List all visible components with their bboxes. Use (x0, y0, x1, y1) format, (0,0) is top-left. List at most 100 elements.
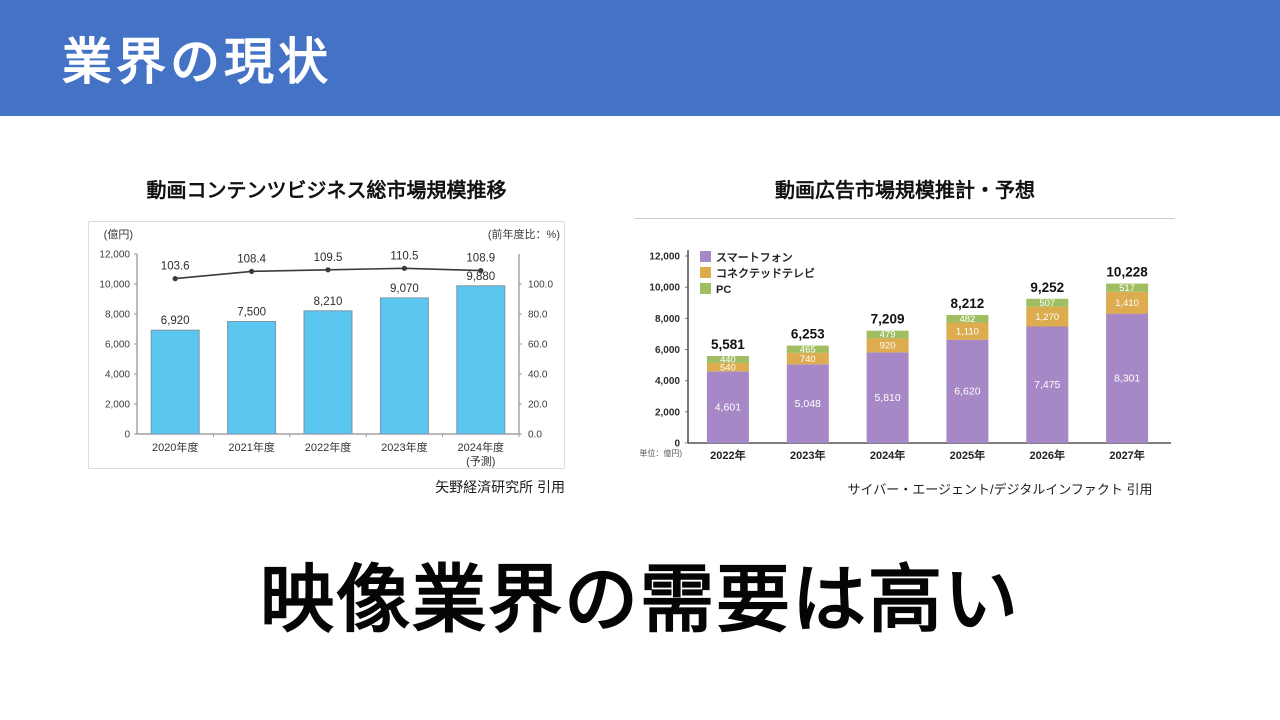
total-value-label: 5,581 (711, 337, 745, 352)
right-axis-tick: 80.0 (528, 310, 548, 321)
left-axis-tick: 0 (124, 430, 130, 441)
segment-value-label: 1,110 (956, 326, 979, 337)
left-axis-tick: 6,000 (105, 340, 130, 351)
y-axis-tick: 6,000 (655, 345, 680, 356)
legend-label: コネクテッドテレビ (716, 266, 815, 280)
bar-segment (1026, 306, 1069, 327)
y-axis-tick: 10,000 (649, 283, 680, 294)
segment-value-label: 507 (1039, 298, 1055, 309)
bar-value-label: 8,210 (314, 296, 343, 308)
segment-value-label: 5,048 (795, 398, 821, 410)
legend-swatch (700, 267, 711, 278)
unit-label: (単位：億円) (640, 448, 682, 458)
bar-series: 6,920 2020年度 7,500 2021年度 8,210 2022年度 9,070 20… (150, 271, 520, 468)
x-axis-label: 2025年 (950, 448, 985, 462)
line-value-label: 110.5 (390, 250, 418, 262)
segment-value-label: 6,620 (954, 386, 980, 398)
left-axis-tick: 8,000 (105, 310, 130, 321)
left-axis-tick: 2,000 (105, 400, 130, 411)
slide-header: 業界の現状 (0, 0, 1280, 116)
segment-value-label: 8,301 (1114, 373, 1140, 385)
x-axis-label: 2022年 (710, 448, 745, 462)
right-axis-tick: 60.0 (528, 340, 548, 351)
bar-segment (786, 364, 829, 443)
left-axis-tick: 12,000 (99, 250, 130, 261)
bar-value-label: 7,500 (237, 307, 266, 319)
x-axis-label: 2024年 (870, 448, 905, 462)
segment-value-label: 5,810 (874, 392, 900, 404)
right-chart-title: 動画広告市場規模推計・予想 (775, 180, 1035, 202)
segment-value-label: 7,475 (1034, 379, 1060, 391)
x-axis-note: (予測) (466, 454, 495, 468)
bar (227, 321, 277, 435)
segment-value-label: 1,270 (1035, 312, 1059, 323)
bar-segment (866, 352, 909, 443)
segment-value-label: 482 (959, 314, 975, 325)
bar-segment (706, 356, 749, 363)
line-marker (249, 268, 255, 274)
bar (303, 310, 353, 435)
right-chart-canvas: 12,000 10,000 8,000 6,000 4,000 2,000 0(単位：億円)… (640, 250, 1171, 462)
segment-value-label: 540 (720, 362, 736, 373)
segment-value-label: 517 (1119, 283, 1135, 294)
legend-label: PC (716, 284, 731, 296)
bar-segment (786, 345, 829, 353)
bar-segment (946, 339, 989, 443)
bar-segment (786, 352, 829, 365)
left-chart-source: 矢野経済研究所 引用 (435, 479, 565, 495)
bar (456, 285, 506, 435)
x-axis-label: 2024年度 (458, 440, 504, 454)
right-axis-tick: 100.0 (528, 280, 553, 291)
page-title: 業界の現状 (62, 34, 332, 90)
line-series: 103.6 108.4 109.5 110.5 108.9 (161, 250, 495, 282)
total-value-label: 10,228 (1106, 265, 1148, 280)
left-chart-canvas: (億円) (前年度比：%) 12,000 10,000 8,000 6,000 4,000 2… (99, 227, 560, 468)
left-axis-tick: 4,000 (105, 370, 130, 381)
right-chart-source: サイバー・エージェント/デジタルインファクト 引用 (847, 482, 1153, 497)
x-axis-label: 2027年 (1109, 448, 1144, 462)
bar-value-label: 9,070 (390, 283, 419, 295)
total-value-label: 9,252 (1030, 280, 1064, 295)
x-axis-label: 2026年 (1030, 448, 1065, 462)
right-chart-divider (635, 218, 1175, 219)
x-axis-label: 2021年度 (228, 440, 274, 454)
bar-segment (866, 330, 909, 339)
y-axis-tick: 8,000 (655, 314, 680, 325)
bar-segment (866, 338, 909, 353)
line-marker (325, 267, 331, 273)
right-axis-tick: 20.0 (528, 400, 548, 411)
x-axis-label: 2020年度 (152, 440, 198, 454)
line-marker (172, 276, 178, 282)
right-axis-tick: 40.0 (528, 370, 548, 381)
bar-segment (1106, 313, 1149, 443)
bar-value-label: 6,920 (161, 315, 190, 327)
right-axis-tick: 0.0 (528, 430, 542, 441)
bar-segment (706, 362, 749, 372)
y-axis-tick: 2,000 (655, 407, 680, 418)
segment-value-label: 465 (800, 344, 816, 355)
x-axis-label: 2023年 (790, 448, 825, 462)
left-axis-unit-label: (億円) (104, 228, 133, 241)
segment-value-label: 1,410 (1115, 298, 1139, 309)
y-axis-tick: 4,000 (655, 376, 680, 387)
bar-segment (1106, 283, 1149, 292)
y-axis-tick: 0 (674, 439, 680, 450)
segment-value-label: 740 (800, 354, 816, 365)
legend-label: スマートフォン (716, 251, 793, 264)
left-chart-title: 動画コンテンツビジネス総市場規模推移 (146, 180, 507, 202)
bar-value-label: 9,880 (466, 271, 495, 283)
line-value-label: 108.4 (237, 253, 266, 265)
right-chart: 12,000 10,000 8,000 6,000 4,000 2,000 0 (単位：億円)… (640, 242, 1175, 474)
line-marker (478, 268, 484, 274)
legend-swatch (700, 251, 711, 262)
segment-value-label: 920 (880, 340, 896, 351)
line-value-label: 103.6 (161, 261, 190, 273)
line-value-label: 109.5 (314, 252, 343, 264)
total-value-label: 8,212 (951, 296, 985, 311)
bar-segment (1026, 326, 1069, 443)
conclusion-text: 映像業界の需要は高い (260, 558, 1020, 641)
right-axis-unit-label: (前年度比：%) (488, 227, 560, 241)
line-marker (401, 265, 407, 271)
